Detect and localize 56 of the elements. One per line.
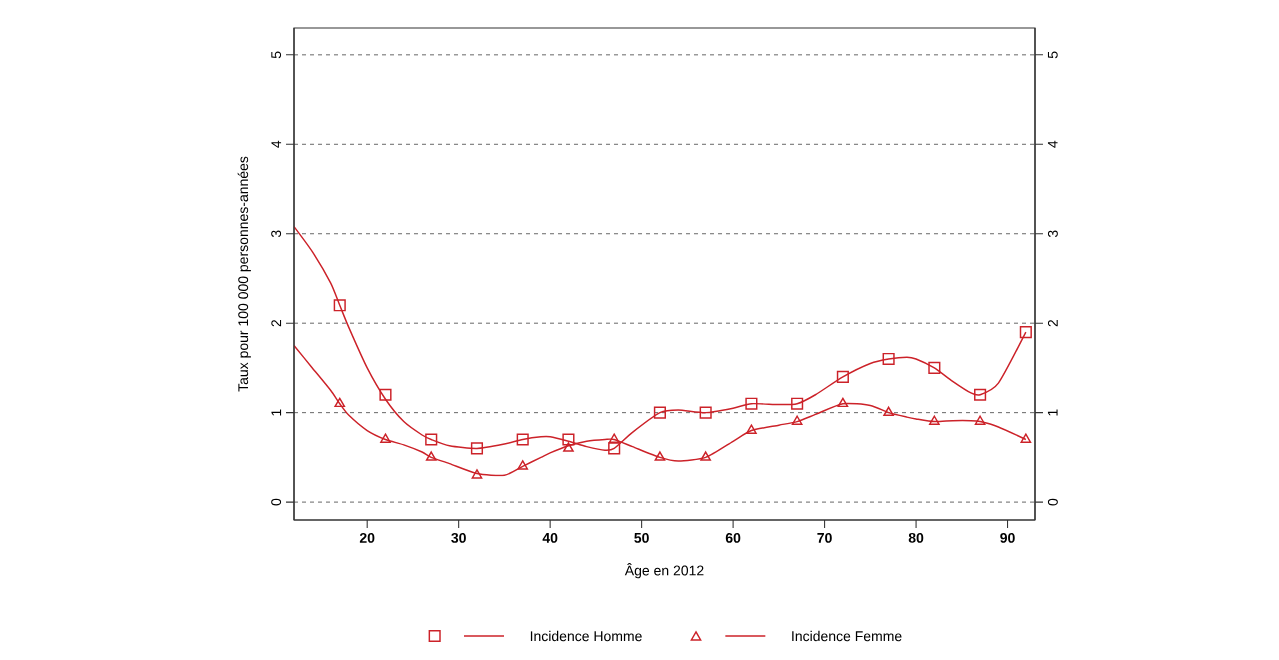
legend-label: Incidence Homme (530, 630, 642, 642)
point (380, 433, 391, 443)
y-tick-label: 3 (271, 230, 282, 238)
point (882, 352, 895, 366)
legend-label: Incidence Femme (792, 630, 902, 642)
y-tick-label: 1 (271, 409, 282, 416)
point (333, 299, 346, 312)
x-tick-label: 70 (817, 532, 832, 543)
y2-tick-label: 4 (1047, 140, 1058, 148)
point (1019, 326, 1032, 339)
point (654, 451, 666, 461)
point (974, 415, 986, 425)
point (791, 397, 804, 410)
y2-tick-label: 0 (1047, 498, 1058, 506)
point (470, 442, 484, 455)
x-tick-label: 30 (451, 532, 466, 543)
x-tick-label: 80 (908, 532, 924, 543)
point (608, 442, 621, 455)
point (653, 406, 666, 419)
y2-tick-label: 2 (1047, 320, 1058, 327)
y-tick-label: 0 (271, 498, 282, 506)
point (379, 388, 392, 401)
point (791, 415, 803, 425)
point (745, 397, 758, 410)
point (517, 460, 529, 470)
point (471, 469, 483, 479)
x-tick-label: 50 (634, 532, 649, 543)
x-tick-label: 20 (359, 532, 375, 543)
x-axis-title: Âge en 2012 (624, 563, 704, 579)
x-tick-label: 60 (725, 532, 741, 543)
point (562, 433, 575, 446)
y2-tick-label: 3 (1047, 230, 1058, 238)
x-tick-label: 40 (542, 532, 558, 543)
point (425, 451, 437, 461)
point (746, 424, 757, 434)
point (883, 406, 894, 417)
y2-tick-label: 1 (1047, 409, 1058, 416)
point (929, 415, 940, 425)
point (563, 442, 574, 452)
point (699, 406, 712, 419)
point (836, 370, 849, 383)
point (700, 451, 712, 461)
point (837, 397, 849, 408)
y-axis-title: Taux pour 100 000 personnes-années (237, 156, 251, 392)
point (1020, 433, 1032, 443)
y-tick-label: 4 (271, 140, 282, 148)
point (608, 433, 620, 443)
point (425, 433, 438, 446)
y2-tick-label: 5 (1047, 51, 1058, 59)
y-tick-label: 5 (271, 51, 282, 59)
point (334, 397, 346, 408)
x-tick-label: 90 (1000, 532, 1015, 543)
point (974, 388, 987, 401)
y-tick-label: 2 (271, 320, 282, 327)
point (928, 361, 941, 374)
point (516, 433, 529, 446)
